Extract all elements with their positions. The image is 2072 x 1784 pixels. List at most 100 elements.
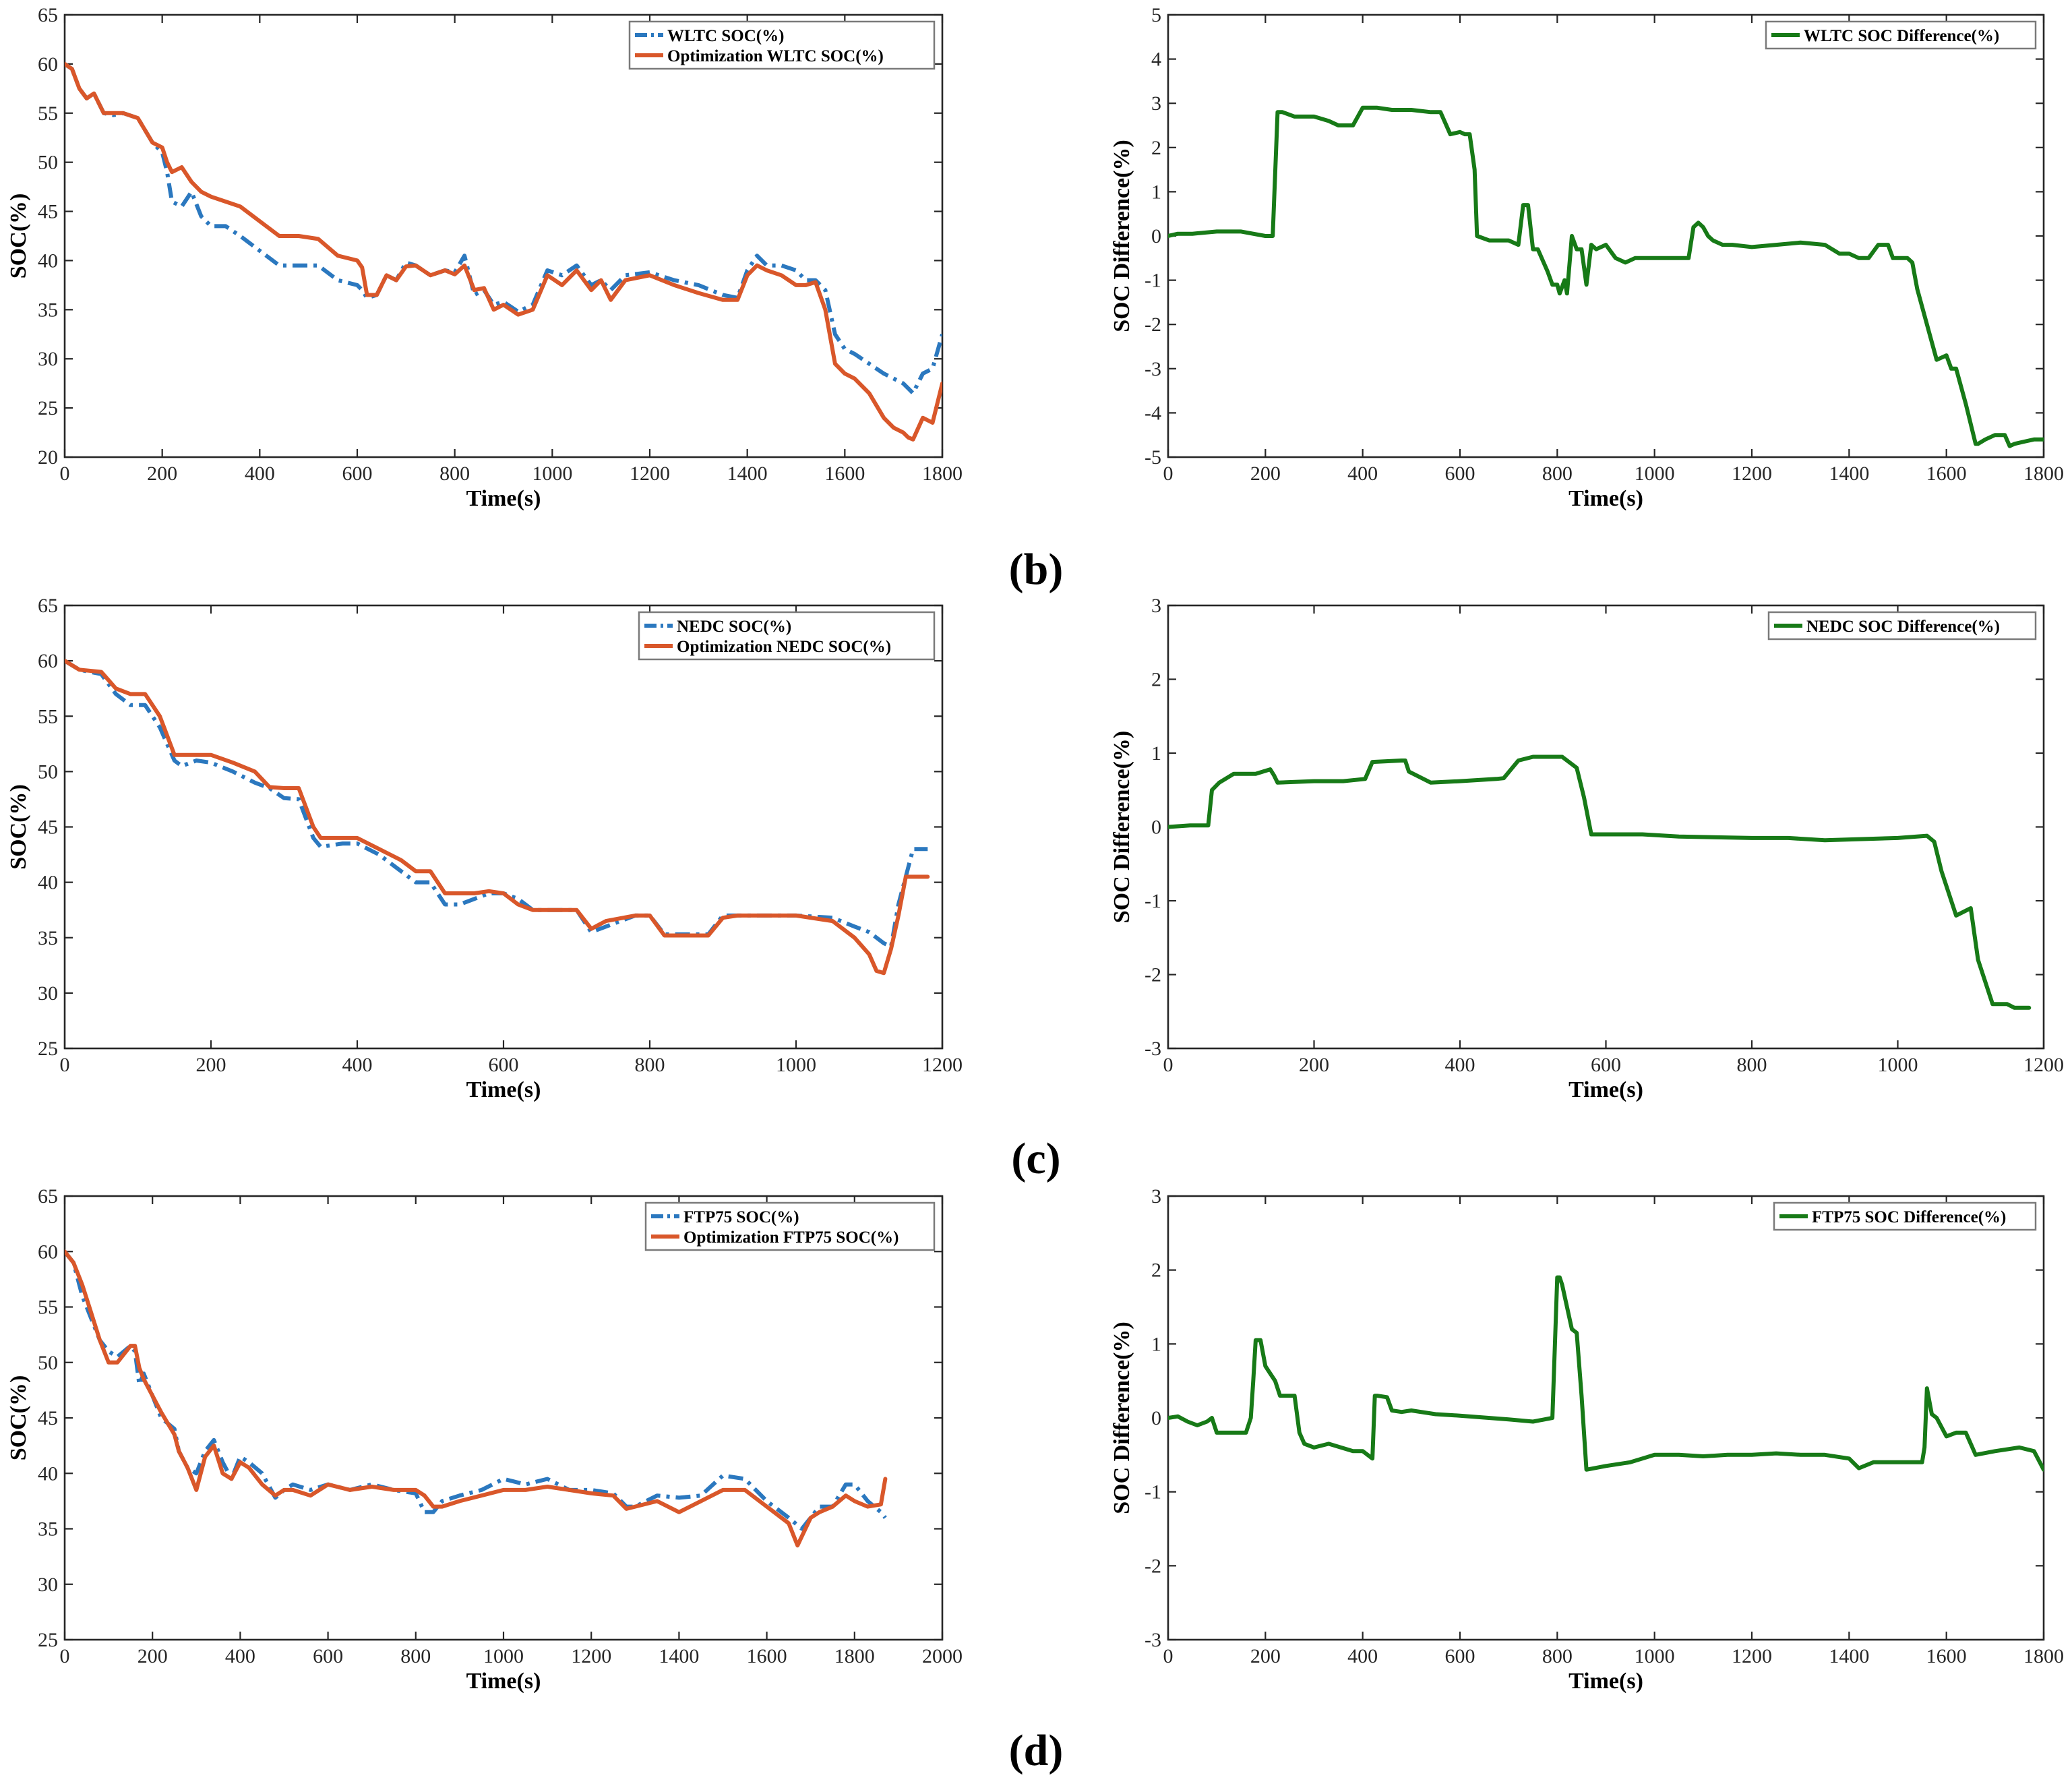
x-tick-label: 1000 bbox=[1878, 1054, 1918, 1076]
legend bbox=[644, 1201, 936, 1251]
legend-label: FTP75 SOC(%) bbox=[683, 1208, 799, 1226]
chart-ftp75-soc: 0 200 400 600 800 1000 1200 1400 1600 1800 2000 25 3… bbox=[6, 1185, 963, 1694]
y-tick-label: -2 bbox=[1145, 314, 1161, 336]
series-line-wltc-diff-0 bbox=[1168, 105, 2044, 448]
y-tick-label: 3 bbox=[1151, 1185, 1161, 1208]
y-tick-label: 2 bbox=[1151, 137, 1161, 159]
x-axis-title: Time(s) bbox=[1568, 1077, 1643, 1102]
plot-frame bbox=[1167, 13, 2045, 458]
x-tick-label: 200 bbox=[147, 463, 177, 485]
x-tick-label: 1400 bbox=[659, 1645, 699, 1667]
x-axis-title: Time(s) bbox=[466, 1669, 541, 1694]
y-tick-label: 0 bbox=[1151, 225, 1161, 247]
y-tick-label: 65 bbox=[38, 4, 58, 26]
legend-label: FTP75 SOC Difference(%) bbox=[1812, 1208, 2006, 1226]
y-tick-label: 2 bbox=[1151, 669, 1161, 691]
x-tick-label: 1200 bbox=[2023, 1054, 2064, 1076]
y-tick-label: 0 bbox=[1151, 1407, 1161, 1429]
y-tick-label: -1 bbox=[1145, 890, 1161, 912]
x-axis-title: Time(s) bbox=[1568, 1669, 1643, 1694]
x-tick-label: 800 bbox=[400, 1645, 431, 1667]
x-tick-label: 600 bbox=[313, 1645, 343, 1667]
x-tick-label: 600 bbox=[1445, 463, 1475, 485]
plot-frame bbox=[63, 1195, 944, 1641]
y-axis-title: SOC Difference(%) bbox=[1109, 140, 1134, 332]
x-tick-label: 800 bbox=[1542, 1645, 1573, 1667]
x-tick-label: 1800 bbox=[834, 1645, 875, 1667]
chart-nedc-soc: 0 200 400 600 800 1000 1200 25 30 35 40 45 50 55 60 65 T… bbox=[6, 595, 963, 1102]
x-tick-label: 200 bbox=[196, 1054, 226, 1076]
y-tick-label: 25 bbox=[38, 397, 58, 419]
y-tick-label: 40 bbox=[38, 249, 58, 272]
y-tick-label: -5 bbox=[1145, 446, 1161, 469]
x-tick-label: 1200 bbox=[1732, 463, 1772, 485]
legend bbox=[638, 611, 936, 661]
chart-nedc-diff: 0 200 400 600 800 1000 1200 -3 -2 -1 0 1 2 3 Time(s) SO… bbox=[1109, 595, 2064, 1102]
legend-label: WLTC SOC Difference(%) bbox=[1804, 27, 1999, 45]
x-tick-label: 600 bbox=[489, 1054, 519, 1076]
legend-label: WLTC SOC(%) bbox=[667, 27, 784, 45]
y-tick-label: 30 bbox=[38, 348, 58, 370]
legend bbox=[1765, 20, 2037, 50]
legend-label: NEDC SOC Difference(%) bbox=[1806, 618, 2000, 636]
y-tick-label: 35 bbox=[38, 927, 58, 949]
y-tick-label: -4 bbox=[1145, 402, 1161, 424]
legend bbox=[1773, 1201, 2037, 1231]
y-tick-label: 25 bbox=[38, 1629, 58, 1651]
x-tick-label: 400 bbox=[1347, 463, 1378, 485]
x-tick-label: 1200 bbox=[571, 1645, 611, 1667]
y-tick-label: 45 bbox=[38, 201, 58, 223]
y-tick-label: 1 bbox=[1151, 181, 1161, 203]
x-tick-label: 200 bbox=[1250, 1645, 1281, 1667]
y-tick-label: 40 bbox=[38, 872, 58, 894]
y-tick-label: 65 bbox=[38, 1185, 58, 1208]
y-tick-label: 35 bbox=[38, 299, 58, 321]
y-tick-label: 5 bbox=[1151, 4, 1161, 26]
y-tick-label: 55 bbox=[38, 705, 58, 727]
x-tick-label: 0 bbox=[60, 1645, 70, 1667]
x-tick-label: 800 bbox=[439, 463, 470, 485]
x-tick-label: 800 bbox=[1542, 463, 1573, 485]
legend-label: NEDC SOC(%) bbox=[677, 618, 791, 636]
x-tick-label: 1200 bbox=[630, 463, 670, 485]
x-tick-label: 1600 bbox=[1926, 1645, 1967, 1667]
x-tick-label: 1000 bbox=[532, 463, 572, 485]
panel-label-d: (d) bbox=[1009, 1726, 1064, 1775]
series-line-wltc-soc-0 bbox=[65, 62, 942, 396]
chart-panels: 0 200 400 600 800 1000 1200 1400 1600 18002025303… bbox=[6, 4, 2064, 1694]
y-tick-label: -2 bbox=[1145, 1555, 1161, 1577]
y-tick-label: 55 bbox=[38, 102, 58, 125]
y-tick-label: 35 bbox=[38, 1518, 58, 1541]
panel-label-c: (c) bbox=[1011, 1134, 1060, 1183]
x-tick-label: 400 bbox=[245, 463, 275, 485]
y-tick-label: 50 bbox=[38, 1352, 58, 1374]
y-tick-label: 30 bbox=[38, 1574, 58, 1596]
y-tick-label: 3 bbox=[1151, 92, 1161, 115]
y-tick-label: 20 bbox=[38, 446, 58, 469]
x-tick-label: 0 bbox=[60, 463, 70, 485]
legend bbox=[628, 20, 936, 70]
y-tick-label: 60 bbox=[38, 650, 58, 672]
series-line-nedc-soc-1 bbox=[65, 659, 930, 976]
y-tick-label: 2 bbox=[1151, 1259, 1161, 1282]
x-tick-label: 1600 bbox=[747, 1645, 787, 1667]
x-tick-label: 400 bbox=[1445, 1054, 1475, 1076]
x-tick-label: 600 bbox=[1591, 1054, 1621, 1076]
series-line-nedc-soc-0 bbox=[65, 659, 928, 949]
x-tick-label: 1400 bbox=[1829, 463, 1869, 485]
x-tick-label: 600 bbox=[342, 463, 373, 485]
x-tick-label: 1800 bbox=[2023, 463, 2064, 485]
y-tick-label: 1 bbox=[1151, 742, 1161, 765]
x-axis-title: Time(s) bbox=[466, 486, 541, 511]
y-tick-label: -1 bbox=[1145, 270, 1161, 292]
y-tick-label: 60 bbox=[38, 53, 58, 76]
plot-frame bbox=[1167, 604, 2045, 1050]
y-axis-title: SOC(%) bbox=[6, 784, 31, 870]
x-tick-label: 0 bbox=[1163, 1054, 1174, 1076]
x-tick-label: 400 bbox=[225, 1645, 255, 1667]
x-tick-label: 1000 bbox=[1635, 463, 1675, 485]
x-tick-label: 1400 bbox=[1829, 1645, 1869, 1667]
x-tick-label: 600 bbox=[1445, 1645, 1475, 1667]
plot-frame bbox=[63, 604, 944, 1050]
